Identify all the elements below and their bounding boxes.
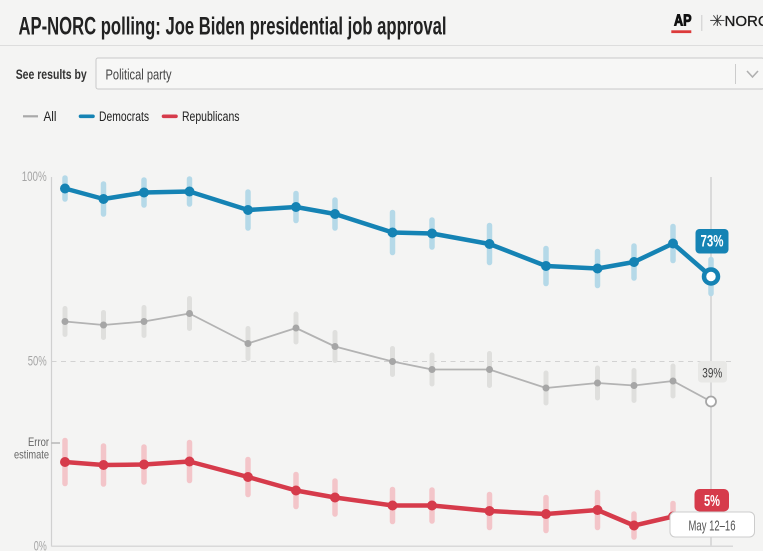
svg-text:Republicans: Republicans bbox=[182, 109, 240, 124]
svg-text:May 12–16: May 12–16 bbox=[689, 518, 736, 535]
svg-text:39%: 39% bbox=[702, 364, 722, 380]
svg-text:All: All bbox=[44, 109, 57, 124]
svg-text:NORC: NORC bbox=[725, 13, 763, 30]
svg-text:0%: 0% bbox=[34, 538, 47, 551]
svg-text:73%: 73% bbox=[701, 232, 724, 251]
svg-text:Political party: Political party bbox=[106, 68, 173, 84]
svg-text:5%: 5% bbox=[704, 493, 720, 510]
svg-text:Democrats: Democrats bbox=[99, 109, 149, 124]
svg-text:estimate: estimate bbox=[14, 448, 49, 462]
svg-text:AP-NORC polling: Joe Biden pre: AP-NORC polling: Joe Biden presidential … bbox=[19, 13, 447, 41]
svg-text:See results by: See results by bbox=[16, 66, 87, 82]
svg-text:AP: AP bbox=[674, 13, 692, 30]
svg-text:Error: Error bbox=[28, 435, 49, 449]
svg-text:50%: 50% bbox=[28, 353, 47, 369]
svg-text:100%: 100% bbox=[22, 168, 47, 184]
